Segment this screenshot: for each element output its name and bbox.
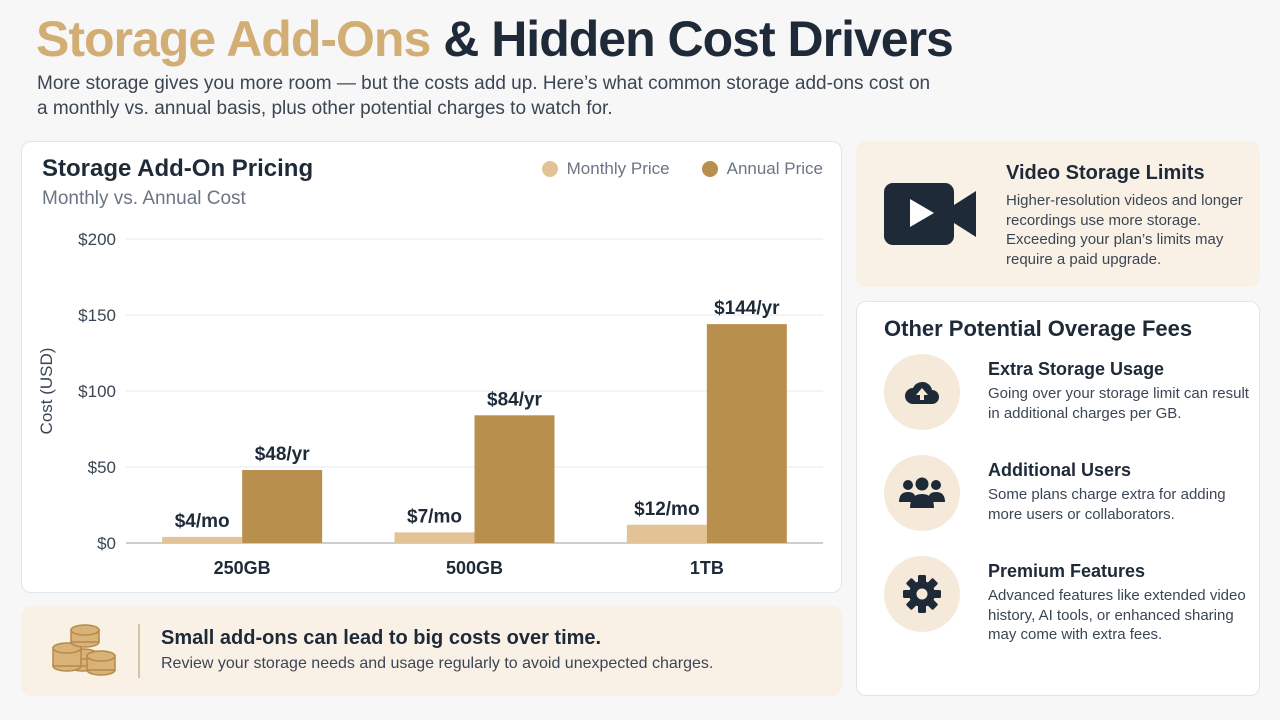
fee-text: Some plans charge extra for adding more … bbox=[988, 486, 1226, 523]
tip-divider bbox=[138, 624, 140, 678]
data-label: $48/yr bbox=[255, 444, 311, 465]
tip-text: Review your storage needs and usage regu… bbox=[161, 655, 714, 672]
bar-monthly bbox=[162, 536, 243, 543]
legend-item-annual: Annual Price bbox=[701, 159, 823, 179]
bar-monthly bbox=[394, 532, 475, 543]
bar-monthly bbox=[626, 524, 707, 543]
y-tick-label: $150 bbox=[78, 306, 116, 325]
fee-title: Extra Storage Usage bbox=[988, 359, 1165, 379]
legend-label-monthly: Monthly Price bbox=[566, 159, 670, 178]
fee-item-additional-users: Additional Users Some plans charge extra… bbox=[884, 455, 1254, 535]
chart-title: Storage Add-On Pricing bbox=[42, 155, 314, 182]
page-title-accent: Storage Add-Ons bbox=[36, 11, 431, 67]
y-tick-label: $50 bbox=[88, 458, 116, 477]
coins-icon bbox=[52, 624, 116, 676]
legend-label-annual: Annual Price bbox=[726, 159, 823, 178]
overage-fees-card: Other Potential Overage Fees Extra Stora… bbox=[856, 301, 1260, 696]
data-label: $84/yr bbox=[487, 389, 543, 410]
data-label: $144/yr bbox=[714, 298, 780, 319]
legend-swatch-monthly bbox=[541, 161, 558, 177]
fee-item-premium-features: Premium Features Advanced features like … bbox=[884, 556, 1254, 643]
y-axis-label: Cost (USD) bbox=[37, 348, 56, 435]
fee-title: Additional Users bbox=[988, 460, 1132, 480]
cloud-upload-icon bbox=[884, 354, 960, 430]
bar-annual bbox=[706, 324, 787, 543]
gear-icon bbox=[884, 556, 960, 632]
bar-annual bbox=[242, 470, 323, 543]
x-tick-label: 500GB bbox=[446, 558, 503, 578]
chart-card: $0 $50 $100 $150 $200 Cost (USD) $4/mo $48/yr 25… bbox=[21, 141, 842, 593]
overage-fees-title: Other Potential Overage Fees bbox=[884, 316, 1193, 341]
data-label: $4/mo bbox=[175, 511, 230, 532]
fee-text: Advanced features like extended video hi… bbox=[988, 587, 1246, 643]
page-title: Storage Add-Ons & Hidden Cost Drivers bbox=[36, 10, 954, 68]
y-tick-label: $100 bbox=[78, 382, 116, 401]
legend-swatch-annual bbox=[701, 161, 718, 177]
chart-legend: Monthly Price Annual Price bbox=[541, 159, 823, 179]
y-tick-label: $200 bbox=[78, 230, 116, 249]
fee-text: Going over your storage limit can result… bbox=[988, 385, 1249, 422]
video-camera-icon bbox=[884, 183, 976, 245]
data-label: $12/mo bbox=[634, 499, 699, 520]
x-tick-label: 1TB bbox=[690, 558, 724, 578]
y-tick-label: $0 bbox=[97, 534, 116, 553]
chart-subtitle: Monthly vs. Annual Cost bbox=[42, 188, 246, 209]
users-icon bbox=[884, 455, 960, 531]
tip-card: Small add-ons can lead to big costs over… bbox=[21, 606, 842, 696]
fee-title: Premium Features bbox=[988, 561, 1146, 581]
video-storage-card: Video Storage Limits Higher-resolution v… bbox=[856, 141, 1260, 287]
page-title-rest: & Hidden Cost Drivers bbox=[443, 11, 954, 67]
bar-chart: $0 $50 $100 $150 $200 Cost (USD) $4/mo $48/yr 25… bbox=[37, 230, 823, 578]
tip-title: Small add-ons can lead to big costs over… bbox=[161, 627, 602, 649]
legend-item-monthly: Monthly Price bbox=[541, 159, 670, 179]
fee-item-extra-storage: Extra Storage Usage Going over your stor… bbox=[884, 354, 1254, 434]
bar-annual bbox=[474, 415, 555, 543]
x-tick-label: 250GB bbox=[214, 558, 271, 578]
video-storage-title: Video Storage Limits bbox=[1006, 162, 1205, 184]
page-subtitle: More storage gives you more room — but t… bbox=[37, 73, 931, 119]
video-storage-text: Higher-resolution videos and longer reco… bbox=[1006, 192, 1243, 268]
data-label: $7/mo bbox=[407, 506, 462, 527]
